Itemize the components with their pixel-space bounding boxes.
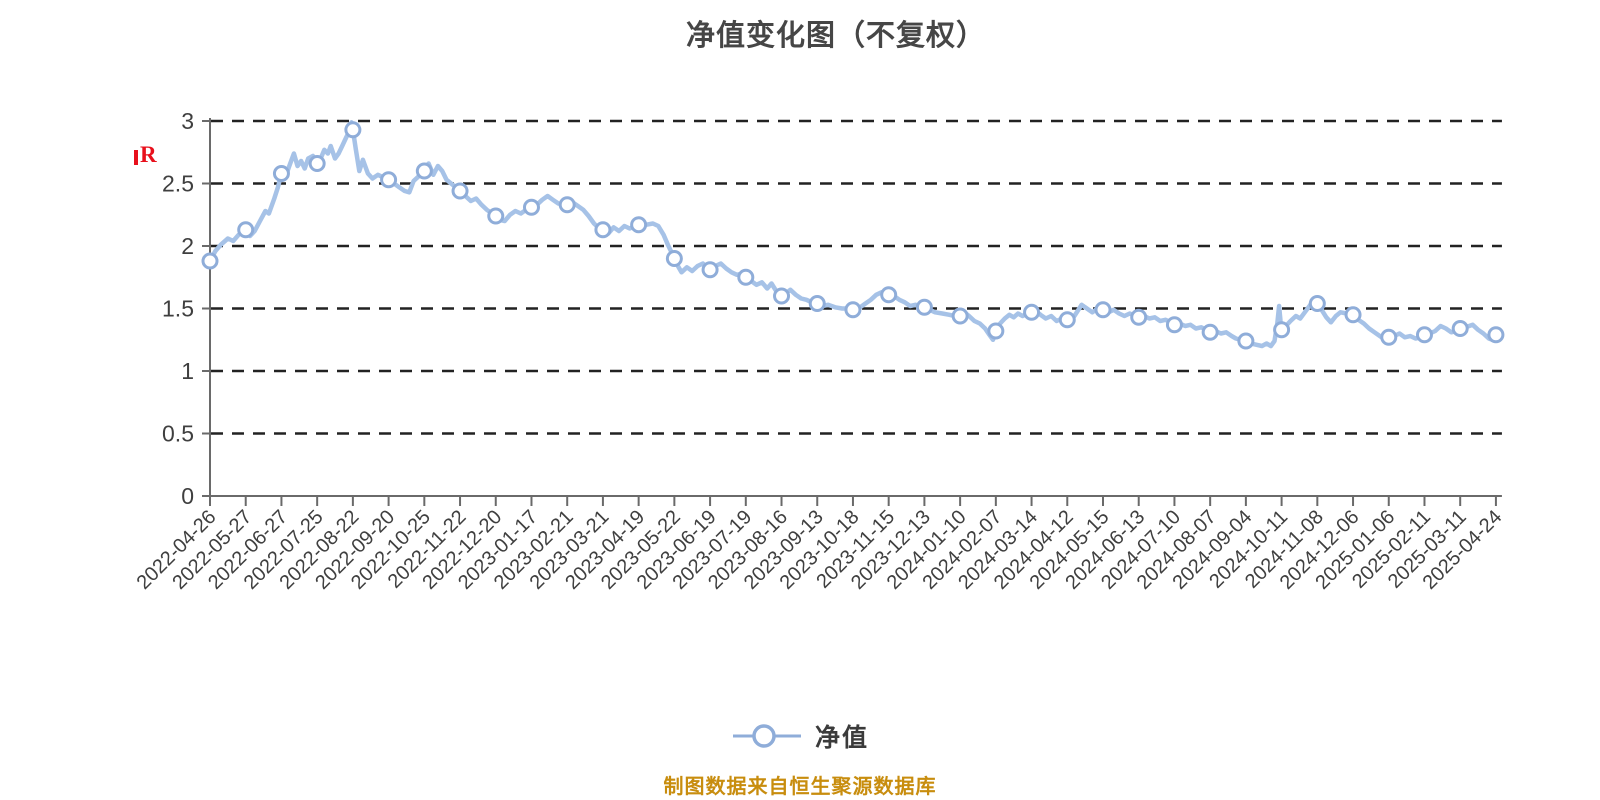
data-source-note: 制图数据来自恒生聚源数据库 bbox=[663, 776, 937, 798]
nav-marker bbox=[344, 121, 362, 139]
nav-marker bbox=[701, 261, 719, 279]
nav-marker bbox=[665, 250, 683, 267]
nav-marker bbox=[1094, 301, 1112, 319]
nav-marker bbox=[737, 268, 755, 286]
nav-marker bbox=[558, 196, 576, 214]
legend[interactable]: 净值 bbox=[0, 718, 1600, 754]
nav-marker bbox=[880, 286, 898, 304]
nav-marker bbox=[1237, 332, 1255, 350]
nav-marker bbox=[915, 298, 933, 316]
nav-marker bbox=[451, 182, 469, 200]
nav-marker bbox=[308, 155, 326, 172]
nav-marker bbox=[1058, 311, 1076, 329]
nav-marker bbox=[522, 198, 540, 216]
nav-marker bbox=[1273, 321, 1291, 339]
nav-marker bbox=[1165, 316, 1183, 334]
chart-title: 净值变化图（不复权） bbox=[685, 20, 986, 52]
dividend-marker: R bbox=[134, 143, 157, 166]
nav-marker bbox=[1201, 323, 1219, 341]
nav-marker bbox=[487, 207, 505, 225]
y-axis-label: 2 bbox=[181, 233, 194, 259]
legend-label: 净值 bbox=[814, 724, 869, 752]
y-axis-label: 1 bbox=[181, 358, 194, 384]
y-axis-label: 0.5 bbox=[162, 421, 194, 447]
y-axis-label: 1.5 bbox=[162, 296, 194, 322]
nav-marker bbox=[272, 165, 290, 182]
nav-marker bbox=[630, 216, 648, 234]
y-axis-label: 0 bbox=[181, 483, 194, 509]
nav-marker bbox=[1380, 328, 1398, 346]
nav-marker bbox=[808, 295, 826, 312]
nav-marker bbox=[1308, 295, 1326, 312]
nav-marker bbox=[415, 162, 433, 180]
dividend-marker-label: R bbox=[140, 142, 157, 167]
nav-marker bbox=[1344, 306, 1362, 324]
nav-marker bbox=[773, 287, 791, 305]
nav-marker bbox=[1487, 326, 1505, 344]
y-axis-label: 3 bbox=[181, 108, 194, 134]
nav-marker bbox=[201, 252, 219, 270]
nav-marker bbox=[1130, 308, 1148, 326]
nav-marker bbox=[1415, 326, 1433, 344]
nav-marker bbox=[1023, 303, 1041, 321]
nav-marker bbox=[951, 307, 969, 325]
nav-marker bbox=[844, 301, 862, 319]
legend-line-marker-icon bbox=[732, 724, 801, 748]
nav-marker bbox=[380, 171, 398, 189]
dividend-flag-pole-icon bbox=[134, 150, 138, 165]
nav-marker bbox=[1451, 320, 1469, 337]
y-axis-label: 2.5 bbox=[162, 171, 194, 197]
nav-marker bbox=[594, 221, 612, 239]
nav-marker bbox=[237, 221, 255, 239]
nav-marker bbox=[987, 322, 1005, 340]
